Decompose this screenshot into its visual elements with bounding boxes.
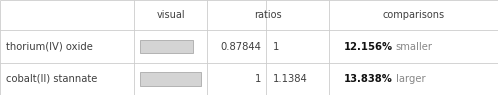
- Text: 12.156%: 12.156%: [344, 42, 393, 52]
- Text: smaller: smaller: [395, 42, 432, 52]
- Text: 1: 1: [255, 74, 261, 84]
- Text: cobalt(II) stannate: cobalt(II) stannate: [6, 74, 97, 84]
- Bar: [140, 72, 201, 86]
- Text: ratios: ratios: [254, 10, 281, 20]
- Text: larger: larger: [395, 74, 425, 84]
- Text: visual: visual: [156, 10, 185, 20]
- Text: thorium(IV) oxide: thorium(IV) oxide: [6, 42, 93, 52]
- Text: 1.1384: 1.1384: [272, 74, 307, 84]
- Text: 0.87844: 0.87844: [221, 42, 261, 52]
- Text: 13.838%: 13.838%: [344, 74, 393, 84]
- Bar: [140, 40, 193, 53]
- Text: comparisons: comparisons: [382, 10, 444, 20]
- Text: 1: 1: [272, 42, 279, 52]
